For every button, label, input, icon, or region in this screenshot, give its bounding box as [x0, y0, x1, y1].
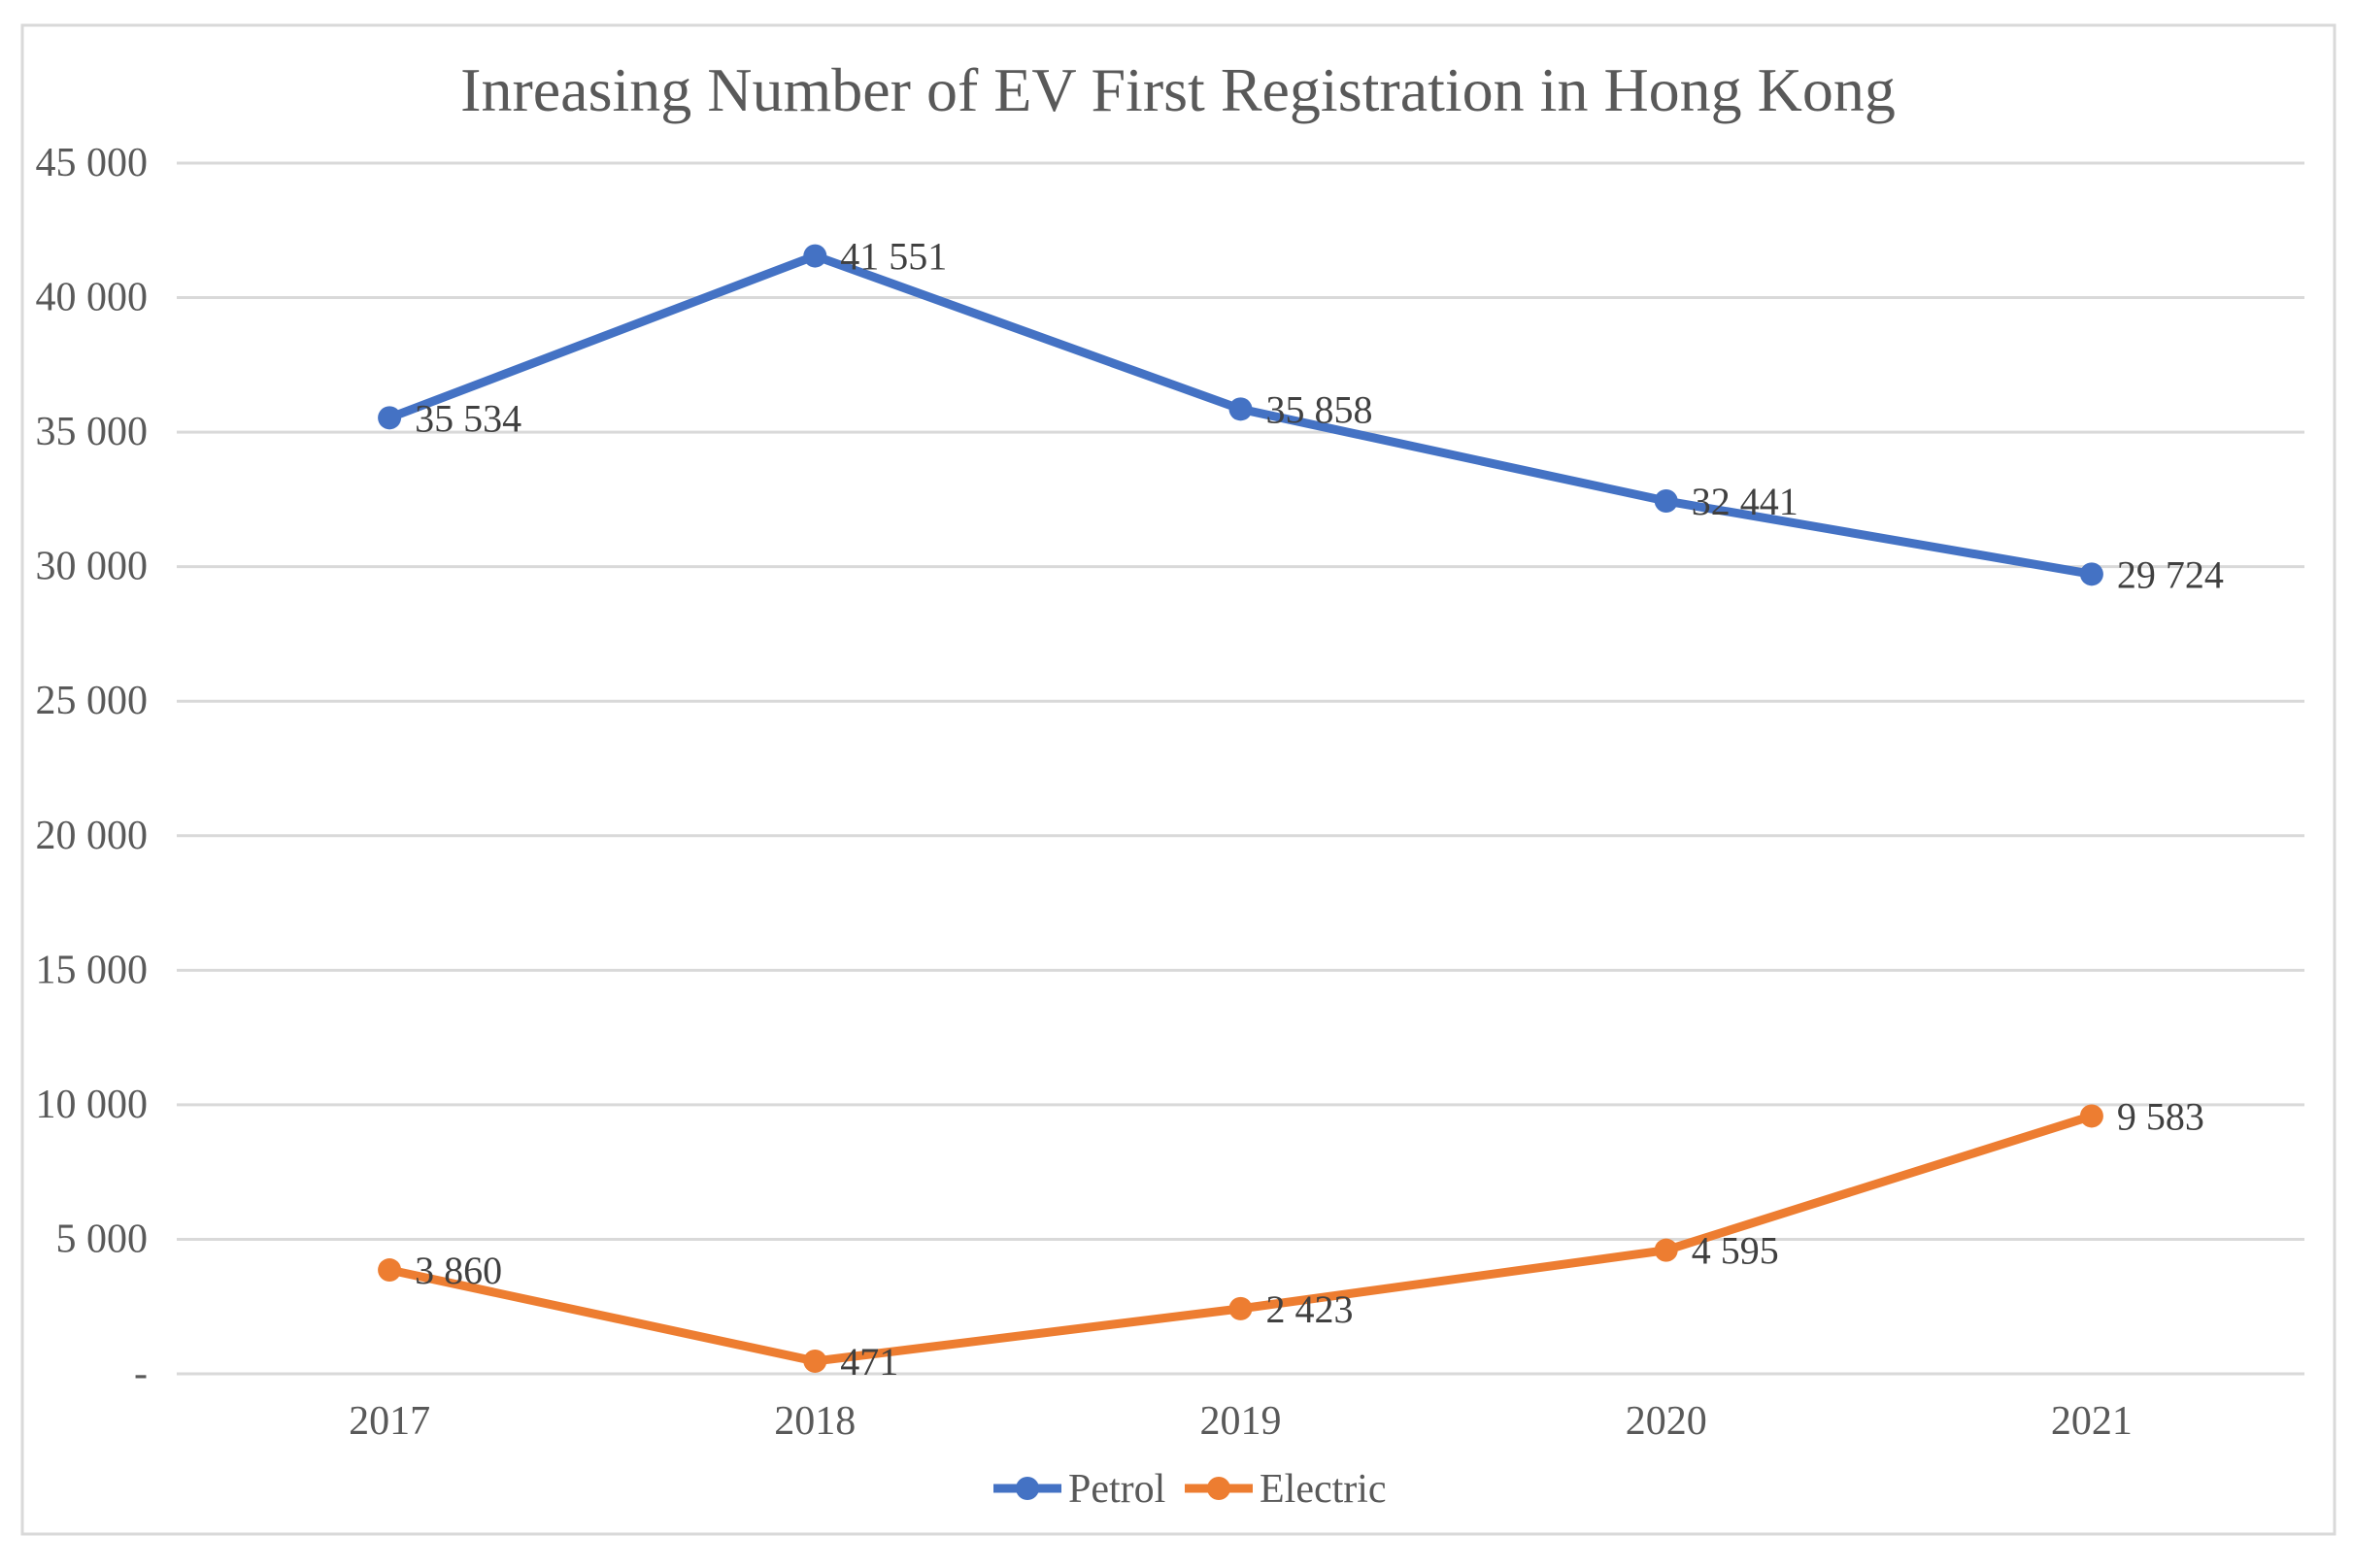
- data-point-petrol-2017: [378, 406, 402, 430]
- data-point-petrol-2020: [1654, 489, 1678, 514]
- data-point-electric-2021: [2079, 1104, 2103, 1128]
- legend: Petrol Electric: [993, 1467, 1387, 1512]
- data-label-electric-2019: 2 423: [1266, 1287, 1354, 1331]
- data-point-electric-2018: [803, 1349, 827, 1373]
- data-label-petrol-2019: 35 858: [1266, 387, 1373, 431]
- x-axis-tick-label: 2018: [774, 1399, 856, 1444]
- data-point-petrol-2018: [803, 244, 827, 268]
- y-axis-tick-label: 40 000: [36, 276, 149, 320]
- series-lines: [378, 244, 2103, 1373]
- data-point-petrol-2021: [2079, 562, 2103, 586]
- y-axis-tick-label: 10 000: [36, 1083, 149, 1127]
- data-label-petrol-2020: 32 441: [1692, 480, 1798, 523]
- y-axis-tick-labels: - 5 000 10 000 15 000 20 000 25 000 30 000 35 0…: [36, 141, 149, 1396]
- chart-frame-border: [20, 23, 2336, 1536]
- x-axis-tick-label: 2021: [2051, 1399, 2133, 1444]
- legend-label-electric: Electric: [1260, 1467, 1387, 1512]
- x-axis-tick-label: 2020: [1626, 1399, 1707, 1444]
- x-axis-tick-label: 2017: [349, 1399, 430, 1444]
- y-axis-tick-label: 15 000: [36, 948, 149, 992]
- y-axis-tick-label: 20 000: [36, 814, 149, 858]
- gridlines: [177, 161, 2304, 1376]
- y-axis-tick-label: 25 000: [36, 679, 149, 723]
- data-point-electric-2019: [1228, 1296, 1253, 1320]
- data-point-electric-2017: [378, 1258, 402, 1283]
- data-label-electric-2021: 9 583: [2117, 1094, 2204, 1138]
- chart-title: Inreasing Number of EV First Registratio…: [460, 55, 1896, 124]
- data-label-electric-2020: 4 595: [1692, 1229, 1779, 1273]
- y-axis-tick-label: 35 000: [36, 410, 149, 454]
- x-axis-tick-labels: 2017 2018 2019 2020 2021: [349, 1399, 2133, 1444]
- legend-swatch-marker-electric: [1207, 1477, 1230, 1500]
- data-labels: 35 534 41 551 35 858 32 441 29 724 3 860 471 2 …: [415, 235, 2224, 1384]
- data-label-electric-2017: 3 860: [415, 1249, 502, 1292]
- legend-swatch-marker-petrol: [1016, 1477, 1039, 1500]
- data-label-petrol-2021: 29 724: [2117, 552, 2224, 596]
- legend-label-petrol: Petrol: [1068, 1467, 1165, 1512]
- y-axis-tick-label: 30 000: [36, 545, 149, 589]
- data-point-petrol-2019: [1228, 397, 1253, 421]
- data-point-electric-2020: [1654, 1238, 1678, 1262]
- y-axis-tick-label: 45 000: [36, 141, 149, 185]
- y-axis-tick-label: 5 000: [56, 1217, 149, 1261]
- x-axis-tick-label: 2019: [1200, 1399, 1282, 1444]
- data-label-electric-2018: 471: [840, 1340, 898, 1384]
- data-label-petrol-2018: 41 551: [840, 235, 947, 279]
- y-axis-tick-label: -: [134, 1351, 148, 1396]
- data-label-petrol-2017: 35 534: [415, 396, 521, 440]
